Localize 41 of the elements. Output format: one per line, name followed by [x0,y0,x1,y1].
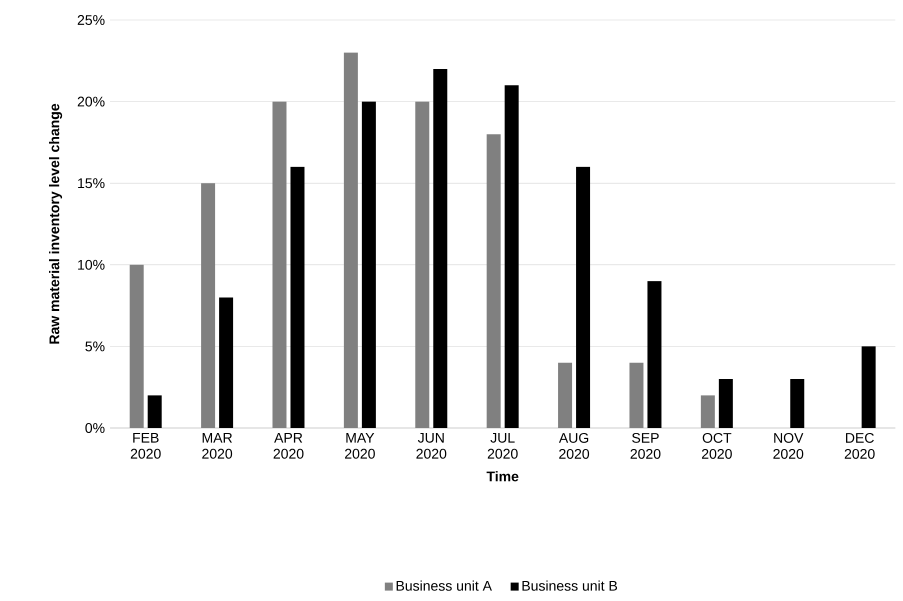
bar [647,281,662,428]
y-tick-label: 20% [78,96,105,107]
y-axis-title: Raw material inventory level change [49,104,62,344]
x-axis-title: Time [486,471,518,482]
x-tick-label: NOV 2020 [773,432,804,459]
bar [290,166,304,428]
y-tick-label: 15% [78,178,105,188]
bar [130,264,144,428]
bar [219,297,234,428]
bar [558,362,572,428]
y-tick-label: 5% [85,341,105,352]
x-tick-label: MAR 2020 [202,432,232,459]
x-tick-label: DEC 2020 [844,432,875,459]
bar [201,183,216,428]
x-tick-label: JUL 2020 [488,432,518,459]
y-tick-label: 10% [78,260,105,270]
legend-label: Business unit A [396,580,492,591]
bar [576,166,590,428]
x-tick-label: MAY 2020 [345,432,375,459]
bar [362,102,376,428]
bar [486,134,501,428]
bar [148,395,162,428]
y-tick-label: 25% [78,15,105,25]
bar [790,379,804,428]
bar [344,52,358,428]
bar [862,346,876,428]
x-tick-label: OCT 2020 [702,432,732,459]
y-tick-label: 0% [85,423,105,433]
x-tick-label: SEP 2020 [630,432,660,459]
x-tick-label: JUN 2020 [416,432,446,459]
legend-label: Business unit B [522,580,618,591]
bar [272,102,286,428]
bar [700,395,715,428]
x-tick-label: APR 2020 [274,432,304,459]
bar [433,68,448,428]
bar [415,102,430,428]
bar [629,362,644,428]
x-tick-label: AUG 2020 [558,432,590,459]
bar [718,379,733,428]
x-tick-label: FEB 2020 [130,432,161,459]
bar [504,85,519,428]
